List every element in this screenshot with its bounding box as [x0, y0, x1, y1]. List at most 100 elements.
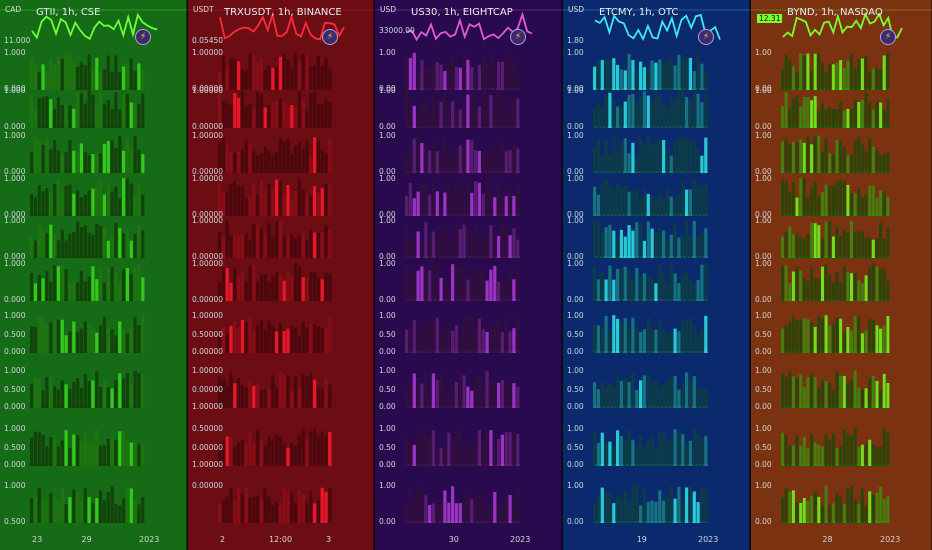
indicator-bar: [229, 151, 233, 173]
indicator-bar: [405, 264, 409, 301]
indicator-bar: [673, 429, 677, 466]
indicator-band: [781, 220, 890, 258]
lightning-icon[interactable]: ⚡: [510, 29, 526, 45]
indicator-bar: [853, 193, 857, 216]
chart-canvas[interactable]: [563, 0, 750, 550]
indicator-bar: [654, 197, 658, 216]
lightning-icon[interactable]: ⚡: [698, 29, 714, 45]
chart-canvas[interactable]: [188, 0, 374, 550]
indicator-bar: [839, 375, 843, 408]
indicator-bar: [420, 266, 424, 301]
indicator-bar: [470, 67, 474, 90]
lightning-icon[interactable]: ⚡: [880, 29, 896, 45]
indicator-bar: [875, 101, 879, 128]
indicator-bar: [642, 446, 646, 466]
indicator-bar: [853, 100, 857, 128]
indicator-bar: [623, 266, 627, 301]
indicator-bar: [654, 62, 658, 90]
indicator-bar: [102, 103, 106, 128]
indicator-bar: [454, 108, 458, 128]
indicator-band: [30, 370, 145, 408]
chart-panel-etcmy[interactable]: USD ETCMY, 1h, OTC 1.80 1.00 0.00 1.00 0.00 1.0…: [563, 0, 750, 550]
indicator-bar: [91, 326, 95, 353]
y-axis-tick: 0.00000: [192, 167, 224, 176]
indicator-bar: [458, 145, 462, 173]
symbol-title[interactable]: ETCMY, 1h, OTC: [599, 7, 679, 18]
symbol-title[interactable]: BYND, 1h, NASDAQ: [787, 7, 883, 18]
indicator-bar: [650, 383, 654, 408]
indicator-bar: [297, 266, 301, 301]
indicator-bar: [791, 316, 795, 353]
indicator-bar: [424, 143, 428, 173]
y-axis-tick: 0.00: [379, 252, 396, 261]
indicator-bar: [424, 222, 428, 258]
indicator-bar: [813, 181, 817, 216]
indicator-bar: [842, 146, 846, 173]
indicator-bar: [99, 325, 103, 353]
indicator-bar: [685, 270, 689, 301]
chart-panel-gtii[interactable]: CAD GTII, 1h, CSE 11.000 1.000 0.000 1.000 0.0…: [0, 0, 187, 550]
indicator-bar: [244, 445, 248, 466]
lightning-icon[interactable]: ⚡: [322, 29, 338, 45]
indicator-bar: [316, 232, 320, 258]
y-axis-tick: 0.50000: [192, 330, 224, 339]
indicator-bar: [76, 331, 80, 353]
chart-panel-trxusdt[interactable]: USDT TRXUSDT, 1h, BINANCE 0.05450 1.00000 0.…: [188, 0, 374, 550]
chart-panel-bynd[interactable]: BYND, 1h, NASDAQ 12.31 1.00 0.00 1.00 0.00 1.0…: [751, 0, 932, 550]
indicator-bar: [791, 445, 795, 466]
indicator-bar: [623, 236, 627, 258]
indicator-bar: [83, 225, 87, 258]
indicator-bar: [416, 429, 420, 466]
indicator-bar: [110, 71, 114, 90]
indicator-bar: [839, 318, 843, 353]
indicator-bar: [681, 180, 685, 216]
indicator-bar: [443, 280, 447, 301]
indicator-bar: [677, 54, 681, 90]
indicator-bar: [141, 93, 145, 128]
lightning-icon[interactable]: ⚡: [135, 29, 151, 45]
chart-canvas[interactable]: [375, 0, 562, 550]
y-axis-tick: 1.00: [567, 48, 584, 57]
symbol-title[interactable]: US30, 1h, EIGHTCAP: [411, 7, 513, 18]
indicator-bar: [788, 108, 792, 128]
chart-canvas[interactable]: [751, 0, 932, 550]
indicator-bar: [256, 384, 260, 408]
indicator-bar: [278, 180, 282, 216]
indicator-bar: [95, 102, 99, 128]
indicator-bar: [886, 53, 890, 90]
indicator-bar: [813, 442, 817, 466]
symbol-title[interactable]: TRXUSDT, 1h, BINANCE: [224, 7, 342, 18]
indicator-bar: [650, 195, 654, 216]
indicator-bar: [405, 90, 409, 128]
indicator-bar: [835, 317, 839, 353]
indicator-bar: [846, 327, 850, 353]
indicator-bar: [831, 433, 835, 466]
indicator-bar: [608, 329, 612, 353]
y-axis-tick: 0.00: [567, 252, 584, 261]
indicator-bar: [313, 65, 317, 90]
indicator-bar: [263, 487, 267, 523]
indicator-bar: [688, 486, 692, 523]
indicator-bar: [813, 327, 817, 353]
symbol-title[interactable]: GTII, 1h, CSE: [36, 7, 101, 18]
indicator-bar: [875, 266, 879, 301]
indicator-bar: [791, 97, 795, 128]
indicator-bar: [271, 326, 275, 353]
indicator-bar: [781, 328, 784, 353]
indicator-bar: [137, 373, 141, 408]
indicator-bar: [627, 153, 631, 173]
indicator-bar: [60, 319, 64, 353]
indicator-bar: [810, 70, 814, 90]
indicator-bar: [263, 389, 267, 408]
indicator-bar: [267, 281, 271, 301]
indicator-bar: [853, 67, 857, 90]
chart-panel-us30[interactable]: USD US30, 1h, EIGHTCAP 33000.00 1.00 0.00 1.0…: [375, 0, 562, 550]
indicator-bar: [225, 143, 229, 173]
indicator-bar: [60, 265, 64, 301]
indicator-bar: [802, 56, 806, 90]
indicator-bar: [41, 97, 45, 128]
indicator-bar: [267, 184, 271, 216]
indicator-band: [593, 263, 708, 301]
indicator-bar: [781, 265, 784, 301]
chart-canvas[interactable]: [0, 0, 187, 550]
